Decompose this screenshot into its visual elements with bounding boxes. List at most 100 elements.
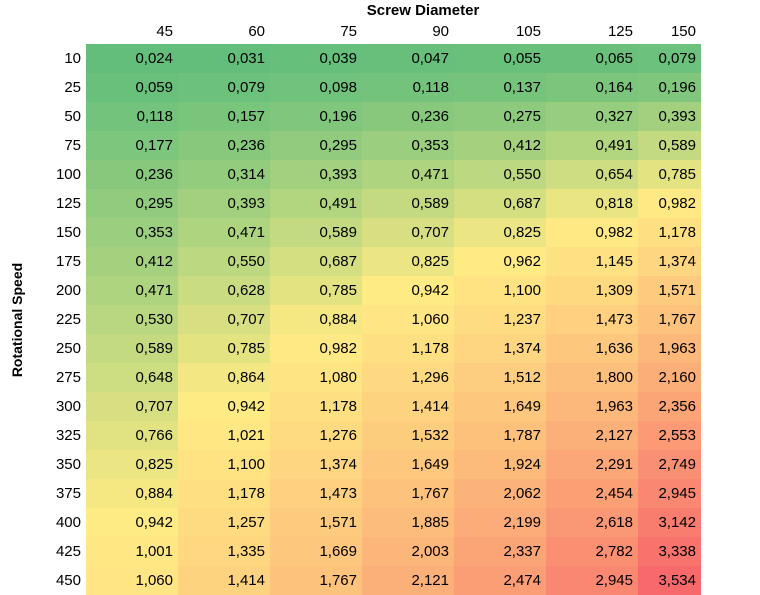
- heatmap-cell: 0,393: [638, 102, 701, 131]
- heatmap-grid: 45 60 75 90 105 125 150 10 0,024 0,031 0,039 0,047 0…: [28, 20, 701, 595]
- heatmap-cell: 0,059: [86, 73, 178, 102]
- heatmap-cell: 1,178: [270, 392, 362, 421]
- y-tick-label: 150: [55, 224, 81, 241]
- heatmap-cell: 0,031: [178, 44, 270, 73]
- heatmap-cell: 1,414: [362, 392, 454, 421]
- heatmap-cell: 2,749: [638, 450, 701, 479]
- heatmap-cell: 1,374: [638, 247, 701, 276]
- heatmap-table: 45 60 75 90 105 125 150 10 0,024 0,031 0,039 0,047 0…: [28, 20, 701, 595]
- heatmap-cell: 0,055: [454, 44, 546, 73]
- heatmap-cell: 1,636: [546, 334, 638, 363]
- heatmap-cell: 0,314: [178, 160, 270, 189]
- heatmap-cell: 1,374: [270, 450, 362, 479]
- heatmap-cell: 0,177: [86, 131, 178, 160]
- heatmap-cell: 0,327: [546, 102, 638, 131]
- heatmap-cell: 0,393: [178, 189, 270, 218]
- heatmap-cell: 0,589: [638, 131, 701, 160]
- table-row: 275 0,648 0,864 1,080 1,296 1,512 1,800 2,160: [28, 363, 701, 392]
- heatmap-cell: 0,412: [454, 131, 546, 160]
- heatmap-cell: 1,512: [454, 363, 546, 392]
- heatmap-cell: 0,393: [270, 160, 362, 189]
- heatmap-cell: 1,767: [362, 479, 454, 508]
- heatmap-cell: 1,257: [178, 508, 270, 537]
- x-tick-label: 90: [432, 23, 449, 40]
- heatmap-cell: 0,471: [86, 276, 178, 305]
- heatmap-cell: 0,818: [546, 189, 638, 218]
- heatmap-cell: 2,062: [454, 479, 546, 508]
- y-tick-label: 100: [55, 166, 81, 183]
- x-tick-label: 60: [248, 23, 265, 40]
- heatmap-cell: 1,178: [362, 334, 454, 363]
- heatmap-cell: 0,589: [86, 334, 178, 363]
- heatmap-cell: 0,942: [362, 276, 454, 305]
- heatmap-cell: 1,963: [546, 392, 638, 421]
- heatmap-cell: 0,825: [454, 218, 546, 247]
- heatmap-cell: 0,884: [270, 305, 362, 334]
- heatmap-cell: 0,065: [546, 44, 638, 73]
- heatmap-cell: 1,276: [270, 421, 362, 450]
- heatmap-cell: 2,945: [638, 479, 701, 508]
- y-tick-label: 375: [55, 485, 81, 502]
- x-tick-label: 75: [340, 23, 357, 40]
- y-axis-title: Rotational Speed: [9, 262, 25, 378]
- heatmap-cell: 0,039: [270, 44, 362, 73]
- table-row: 200 0,471 0,628 0,785 0,942 1,100 1,309 1,571: [28, 276, 701, 305]
- x-tick-label: 45: [156, 23, 173, 40]
- heatmap-cell: 1,296: [362, 363, 454, 392]
- heatmap-cell: 0,707: [178, 305, 270, 334]
- heatmap-cell: 1,309: [546, 276, 638, 305]
- heatmap-cell: 2,553: [638, 421, 701, 450]
- heatmap-cell: 1,787: [454, 421, 546, 450]
- heatmap-cell: 0,047: [362, 44, 454, 73]
- heatmap-cell: 0,196: [638, 73, 701, 102]
- heatmap-cell: 1,100: [178, 450, 270, 479]
- heatmap-cell: 1,571: [270, 508, 362, 537]
- table-row: 375 0,884 1,178 1,473 1,767 2,062 2,454 2,945: [28, 479, 701, 508]
- y-tick-label: 350: [55, 456, 81, 473]
- heatmap-cell: 0,942: [86, 508, 178, 537]
- heatmap-cell: 1,001: [86, 537, 178, 566]
- heatmap-cell: 0,942: [178, 392, 270, 421]
- heatmap-cell: 1,767: [270, 566, 362, 595]
- y-tick-label: 325: [55, 427, 81, 444]
- y-tick-label: 25: [64, 79, 81, 96]
- heatmap-cell: 1,885: [362, 508, 454, 537]
- x-axis-title: Screw Diameter: [366, 2, 480, 19]
- heatmap-cell: 0,295: [270, 131, 362, 160]
- y-tick-label: 425: [55, 543, 81, 560]
- heatmap-cell: 0,079: [178, 73, 270, 102]
- heatmap-cell: 0,550: [178, 247, 270, 276]
- heatmap-cell: 0,982: [638, 189, 701, 218]
- table-row: 350 0,825 1,100 1,374 1,649 1,924 2,291 2,749: [28, 450, 701, 479]
- heatmap-cell: 1,532: [362, 421, 454, 450]
- table-row: 50 0,118 0,157 0,196 0,236 0,275 0,327 0,393: [28, 102, 701, 131]
- heatmap-cell: 1,080: [270, 363, 362, 392]
- table-row: 325 0,766 1,021 1,276 1,532 1,787 2,127 2,553: [28, 421, 701, 450]
- heatmap-cell: 1,649: [362, 450, 454, 479]
- heatmap-cell: 1,237: [454, 305, 546, 334]
- heatmap-cell: 0,707: [86, 392, 178, 421]
- y-tick-label: 225: [55, 311, 81, 328]
- heatmap-cell: 2,121: [362, 566, 454, 595]
- heatmap-cell: 1,800: [546, 363, 638, 392]
- heatmap-cell: 0,412: [86, 247, 178, 276]
- heatmap-cell: 0,766: [86, 421, 178, 450]
- heatmap-cell: 0,687: [270, 247, 362, 276]
- heatmap-cell: 0,491: [270, 189, 362, 218]
- heatmap-cell: 0,118: [86, 102, 178, 131]
- table-row: 400 0,942 1,257 1,571 1,885 2,199 2,618 3,142: [28, 508, 701, 537]
- table-row: 450 1,060 1,414 1,767 2,121 2,474 2,945 3,534: [28, 566, 701, 595]
- table-row: 75 0,177 0,236 0,295 0,353 0,412 0,491 0,589: [28, 131, 701, 160]
- y-tick-label: 450: [55, 572, 81, 589]
- heatmap-cell: 0,236: [86, 160, 178, 189]
- y-tick-label: 200: [55, 282, 81, 299]
- heatmap-cell: 0,236: [178, 131, 270, 160]
- table-row: 425 1,001 1,335 1,669 2,003 2,337 2,782 3,338: [28, 537, 701, 566]
- heatmap-cell: 1,924: [454, 450, 546, 479]
- table-row: 100 0,236 0,314 0,393 0,471 0,550 0,654 0,785: [28, 160, 701, 189]
- table-row: 300 0,707 0,942 1,178 1,414 1,649 1,963 2,356: [28, 392, 701, 421]
- heatmap-cell: 2,127: [546, 421, 638, 450]
- heatmap-cell: 0,864: [178, 363, 270, 392]
- heatmap-cell: 0,982: [270, 334, 362, 363]
- heatmap-cell: 0,884: [86, 479, 178, 508]
